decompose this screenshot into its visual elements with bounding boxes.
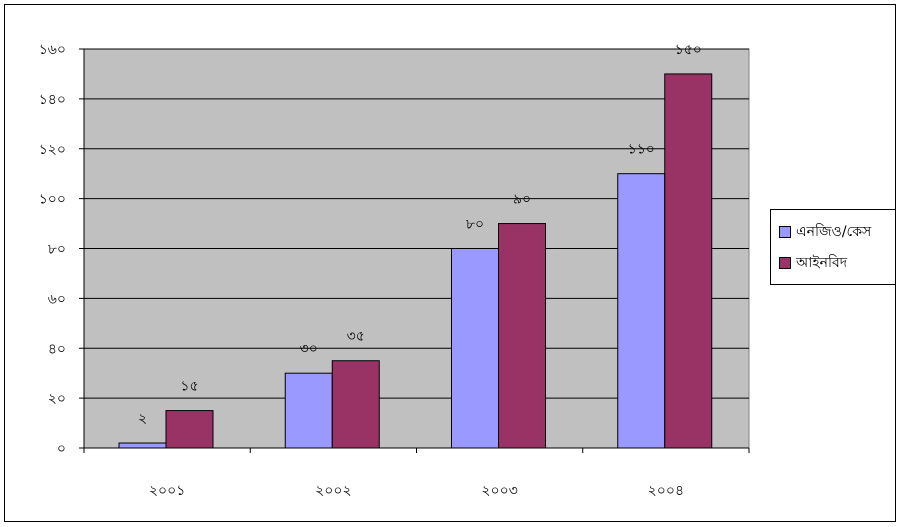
y-tick-label: ৪০	[48, 341, 66, 357]
x-tick-label: ২০০১	[149, 483, 185, 499]
y-tick-label: ১২০	[39, 142, 66, 158]
bar	[451, 248, 499, 449]
data-label: ১৫০	[675, 42, 702, 58]
y-tick-label: ০	[57, 441, 66, 457]
legend-item-ngo-case: এনজিও/কেস	[779, 222, 871, 242]
y-tick-label: ১৬০	[39, 42, 66, 58]
bars	[118, 73, 713, 449]
y-tick-label: ২০	[48, 391, 66, 407]
legend-label-ngo-case: এনজিও/কেস	[796, 224, 872, 240]
x-tick-label: ২০০২	[315, 483, 351, 499]
value-labels: ২ ৩০ ৮০ ১১০ ১৫ ৩৫ ৯০ ১৫০	[138, 42, 702, 427]
y-tick-label: ৬০	[48, 291, 66, 307]
bar	[165, 410, 214, 449]
bar	[617, 173, 666, 449]
data-label: ২	[138, 411, 147, 427]
bar	[664, 73, 713, 449]
bar	[331, 360, 380, 449]
x-tick-labels: ২০০১ ২০০২ ২০০৩ ২০০৪	[149, 483, 684, 499]
bar	[284, 372, 333, 449]
data-label: ৮০	[466, 217, 484, 233]
x-tick-label: ২০০৪	[648, 483, 684, 499]
legend: এনজিও/কেস আইনবিদ	[770, 209, 896, 285]
x-tick-label: ২০০৩	[481, 483, 517, 499]
legend-item-lawyer: আইনবিদ	[779, 253, 847, 273]
data-label: ১৫	[180, 379, 198, 395]
y-tick-label: ১০০	[39, 192, 66, 208]
axes	[79, 48, 750, 453]
data-label: ৩৫	[347, 329, 365, 345]
y-tick-label: ১৪০	[39, 92, 66, 108]
legend-label-lawyer: আইনবিদ	[796, 255, 848, 271]
data-label: ৩০	[300, 341, 318, 357]
legend-swatch-ngo-case	[779, 226, 791, 238]
bar	[118, 442, 167, 449]
legend-swatch-lawyer	[779, 257, 791, 269]
data-label: ৯০	[513, 192, 531, 208]
data-label: ১১০	[628, 142, 655, 158]
y-tick-labels: ০ ২০ ৪০ ৬০ ৮০ ১০০ ১২০ ১৪০ ১৬০	[39, 42, 66, 457]
y-tick-label: ৮০	[48, 242, 66, 258]
bar	[498, 223, 546, 449]
